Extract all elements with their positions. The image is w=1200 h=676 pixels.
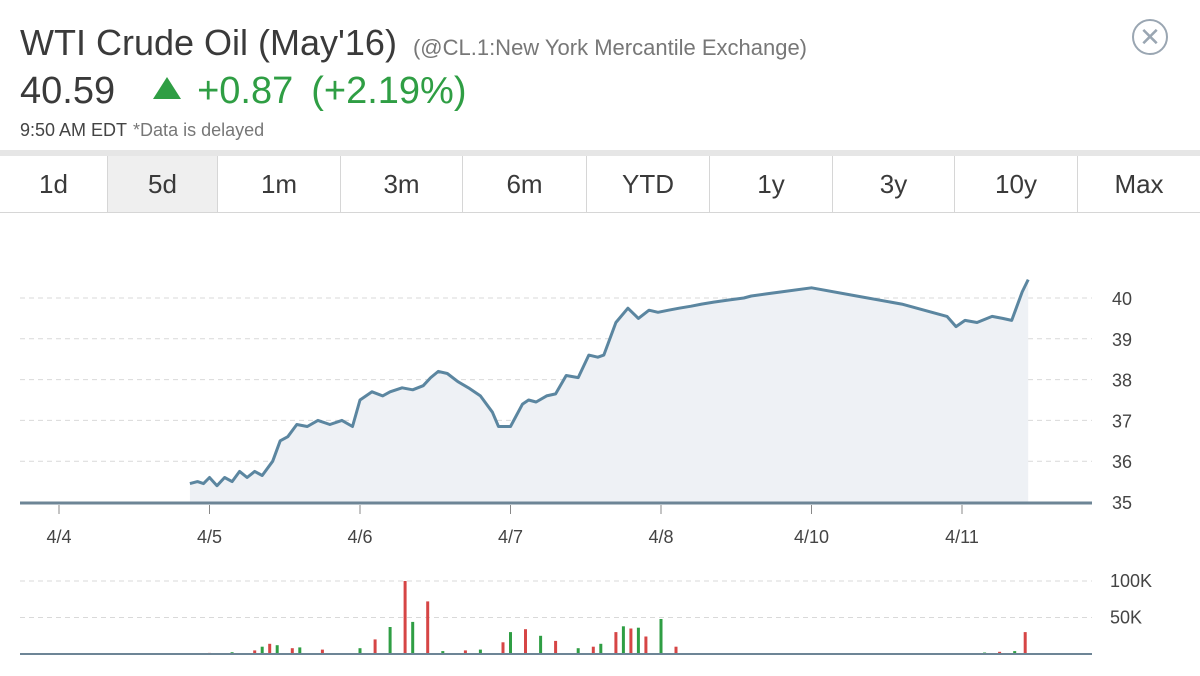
tab-max[interactable]: Max: [1114, 169, 1164, 199]
price-line: [189, 278, 1030, 488]
close-icon[interactable]: ✕: [1132, 19, 1168, 55]
volume-tick-label: 50K: [1110, 608, 1142, 628]
volume-bar: [463, 650, 467, 654]
volume-bar: [659, 619, 663, 654]
tab-3y[interactable]: 3y: [833, 156, 955, 212]
volume-bar: [253, 650, 257, 654]
volume-bar: [320, 649, 324, 654]
x-tick-label: 4/8: [648, 527, 673, 547]
price-change: +0.87: [197, 70, 294, 112]
up-arrow-icon: [153, 77, 182, 99]
volume-bar: [591, 646, 595, 654]
volume-bar: [298, 647, 302, 654]
volume-bar: [554, 640, 558, 654]
volume-bar: [478, 649, 482, 654]
volume-bar: [599, 643, 603, 654]
price-row: 40.59 +0.87 (+2.19%): [20, 70, 467, 113]
volume-bar: [358, 648, 362, 654]
y-tick-label: 40: [1112, 289, 1132, 309]
tab-10y[interactable]: 10y: [955, 156, 1078, 212]
volume-bar: [426, 601, 430, 654]
volume-bar: [501, 642, 505, 654]
volume-bar: [290, 648, 294, 654]
volume-bar: [674, 646, 678, 654]
tab-1y[interactable]: 1y: [710, 156, 833, 212]
x-tick-label: 4/6: [347, 527, 372, 547]
x-tick-label: 4/7: [498, 527, 523, 547]
quote-header: WTI Crude Oil (May'16) (@CL.1:New York Me…: [0, 0, 1200, 150]
volume-bar: [373, 639, 377, 654]
timestamp-row: 9:50 AM EDT *Data is delayed: [20, 120, 264, 141]
x-tick-label: 4/4: [46, 527, 71, 547]
last-price: 40.59: [20, 70, 116, 112]
y-tick-label: 39: [1112, 330, 1132, 350]
y-tick-label: 36: [1112, 452, 1132, 472]
tab-1d[interactable]: 1d: [0, 156, 108, 212]
volume-bar: [388, 627, 392, 654]
exchange-label: (@CL.1:New York Mercantile Exchange): [412, 35, 808, 60]
quote-time: 9:50 AM EDT: [20, 120, 128, 140]
volume-bar: [411, 621, 415, 654]
instrument-title: WTI Crude Oil (May'16): [20, 22, 397, 63]
volume-bar: [441, 651, 445, 654]
price-volume-chart: 35 36 37 38 39 40 4/4 4/5 4/6 4/7 4/8 4/10 4/11 100K 5…: [20, 278, 1152, 655]
tab-5d[interactable]: 5d: [108, 156, 218, 212]
tab-1m[interactable]: 1m: [218, 156, 341, 212]
volume-bar: [614, 632, 618, 654]
y-tick-label: 38: [1112, 371, 1132, 391]
tab-ytd[interactable]: YTD: [587, 156, 710, 212]
volume-bar: [621, 626, 625, 654]
y-tick-label: 37: [1112, 411, 1132, 431]
volume-bar: [524, 629, 527, 654]
volume-bar: [576, 648, 580, 654]
delayed-note: *Data is delayed: [133, 120, 265, 140]
x-tick-label: 4/5: [197, 527, 222, 547]
volume-bar: [1013, 651, 1017, 654]
x-tick-label: 4/10: [794, 527, 829, 547]
header-divider: [0, 150, 1200, 156]
x-tick-label: 4/11: [945, 527, 979, 547]
volume-bar: [636, 627, 640, 654]
range-tabs: 1d 5d 1m 3m 6m YTD 1y 3y 10y Max: [0, 156, 1200, 213]
price-area-fill: [189, 279, 1029, 502]
y-tick-label: 35: [1112, 493, 1132, 513]
volume-bar: [260, 646, 264, 654]
tab-6m[interactable]: 6m: [463, 156, 587, 212]
volume-bar: [509, 632, 512, 654]
percent-change: (+2.19%): [311, 70, 467, 112]
volume-bar: [275, 645, 279, 654]
volume-bar: [403, 581, 407, 654]
volume-tick-label: 100K: [1110, 571, 1152, 591]
volume-bar: [998, 651, 1002, 654]
volume-bar: [629, 628, 633, 654]
title-row: WTI Crude Oil (May'16) (@CL.1:New York Me…: [20, 22, 807, 64]
tab-3m[interactable]: 3m: [341, 156, 463, 212]
volume-bar: [539, 635, 543, 655]
volume-bar: [644, 636, 648, 654]
volume-bar: [1023, 632, 1027, 654]
volume-bar: [268, 643, 272, 654]
